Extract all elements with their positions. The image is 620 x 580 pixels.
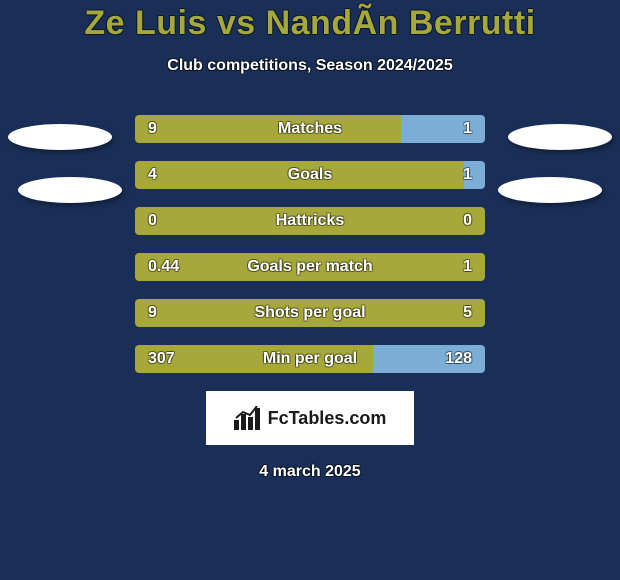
stat-rows: 91Matches 41Goals 00Hattricks 0.441Goals pe…: [0, 115, 620, 373]
stat-bar-left-segment: [135, 299, 485, 327]
stat-bar: [135, 253, 485, 281]
stat-row: 00Hattricks: [0, 207, 620, 235]
stat-bar: [135, 345, 485, 373]
watermark: FcTables.com: [206, 391, 414, 445]
stat-bar: [135, 115, 485, 143]
watermark-text: FcTables.com: [268, 408, 387, 429]
stat-row: 95Shots per goal: [0, 299, 620, 327]
stat-bar-right-segment: [401, 115, 485, 143]
date-label: 4 march 2025: [0, 463, 620, 481]
stat-row: 41Goals: [0, 161, 620, 189]
stat-bar-left-segment: [135, 253, 485, 281]
stat-row: 307128Min per goal: [0, 345, 620, 373]
page-title: Ze Luis vs NandÃn Berrutti: [0, 4, 620, 43]
stat-bar-left-segment: [135, 207, 485, 235]
subtitle: Club competitions, Season 2024/2025: [0, 57, 620, 75]
stat-row: 91Matches: [0, 115, 620, 143]
stat-row: 0.441Goals per match: [0, 253, 620, 281]
fctables-logo-icon: [234, 406, 262, 430]
stat-bar: [135, 161, 485, 189]
stat-bar-right-segment: [373, 345, 485, 373]
stat-bar-left-segment: [135, 345, 373, 373]
stat-bar-left-segment: [135, 161, 464, 189]
stat-bar-right-segment: [464, 161, 485, 189]
stat-bar: [135, 207, 485, 235]
comparison-infographic: Ze Luis vs NandÃn Berrutti Club competit…: [0, 0, 620, 580]
stat-bar: [135, 299, 485, 327]
stat-bar-left-segment: [135, 115, 401, 143]
